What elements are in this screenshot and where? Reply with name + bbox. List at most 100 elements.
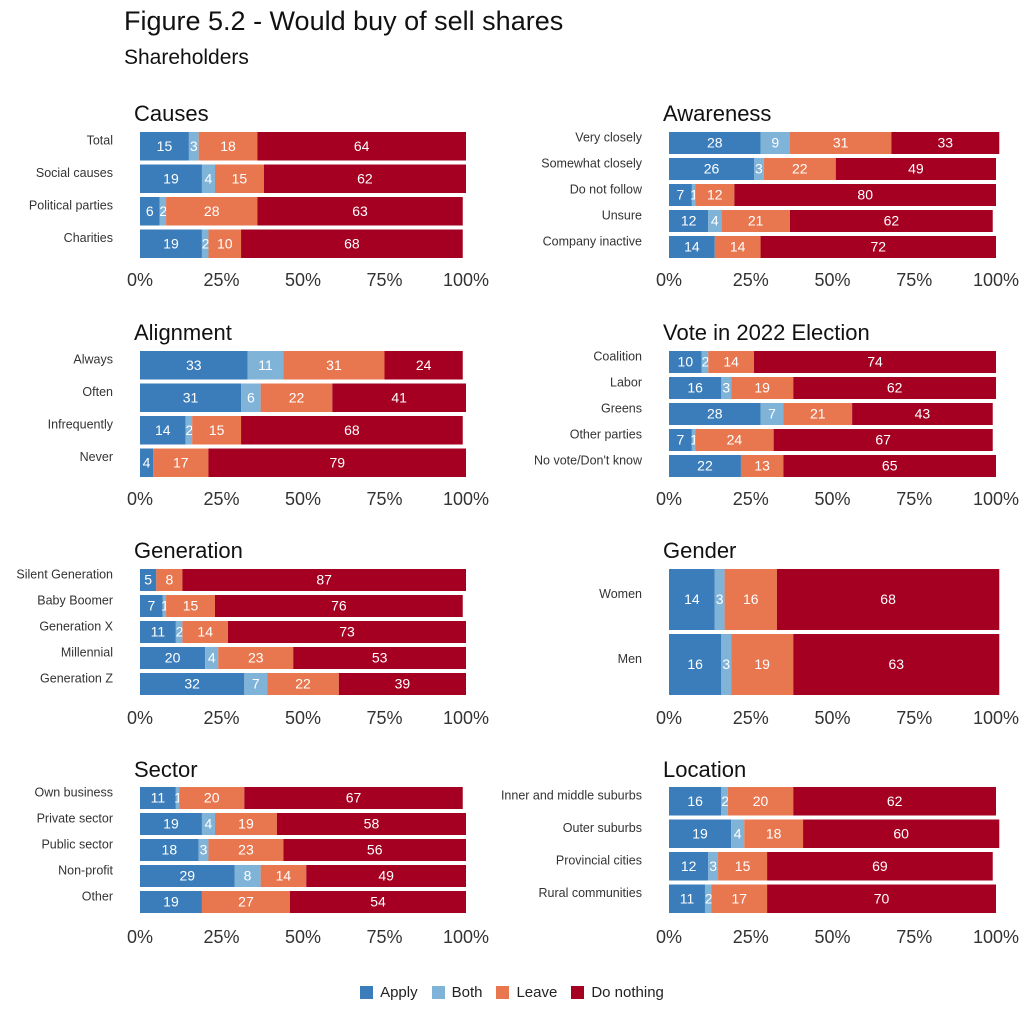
awareness-data-label-apply: 12 <box>681 213 697 229</box>
generation-data-label-leave: 15 <box>183 598 199 614</box>
location-x-tick-label: 0% <box>656 927 682 947</box>
alignment-bar-do-nothing <box>208 448 466 477</box>
generation-data-label-both: 7 <box>252 676 260 692</box>
awareness-bar-both <box>754 158 764 180</box>
vote-in-2022-election-bar-apply <box>669 455 741 477</box>
vote-in-2022-election-category-label: Labor <box>610 375 642 389</box>
generation-data-label-both: 4 <box>208 650 216 666</box>
generation-data-label-both: 2 <box>176 624 184 640</box>
alignment-bar-leave <box>192 416 242 445</box>
awareness-category-label: Unsure <box>602 208 642 222</box>
generation-x-tick-label: 75% <box>366 708 402 728</box>
sector-x-tick-label: 0% <box>127 927 153 947</box>
causes-x-tick-label: 0% <box>127 270 153 290</box>
sector-data-label-do-nothing: 58 <box>364 816 380 832</box>
alignment-data-label-leave: 22 <box>289 389 305 405</box>
alignment-data-label-apply: 14 <box>155 422 171 438</box>
causes-data-label-apply: 19 <box>163 170 179 186</box>
generation-data-label-both: 1 <box>161 598 169 614</box>
awareness-data-label-do-nothing: 33 <box>938 135 954 151</box>
sector-data-label-do-nothing: 56 <box>367 842 383 858</box>
alignment-bar-do-nothing <box>332 383 466 412</box>
alignment-bar-do-nothing <box>384 351 463 380</box>
vote-in-2022-election-x-tick-label: 75% <box>896 489 932 509</box>
location-data-label-apply: 11 <box>680 890 695 906</box>
causes-data-label-both: 4 <box>205 170 213 186</box>
vote-in-2022-election-bar-leave <box>731 377 794 399</box>
generation-bar-apply <box>140 621 176 643</box>
alignment-bar-both <box>241 383 261 412</box>
location-data-label-do-nothing: 62 <box>887 793 903 809</box>
sector-data-label-leave: 19 <box>238 816 254 832</box>
generation-bar-do-nothing <box>182 569 466 591</box>
gender-bar-do-nothing <box>793 634 1000 695</box>
sector-bar-do-nothing <box>289 891 466 913</box>
generation-data-label-do-nothing: 73 <box>339 624 355 640</box>
vote-in-2022-election-bar-apply <box>669 377 722 399</box>
vote-in-2022-election-bar-both <box>701 351 709 373</box>
generation-data-label-do-nothing: 39 <box>395 676 411 692</box>
location-category-label: Rural communities <box>538 886 642 900</box>
awareness-bar-apply <box>669 158 755 180</box>
sector-bar-apply <box>140 891 202 913</box>
location-x-tick-label: 50% <box>814 927 850 947</box>
vote-in-2022-election-data-label-do-nothing: 62 <box>887 380 903 396</box>
causes-category-label: Total <box>87 134 113 148</box>
generation-bar-both <box>175 621 183 643</box>
vote-in-2022-election-data-label-apply: 28 <box>707 406 723 422</box>
causes-bar-apply <box>140 197 160 226</box>
awareness-data-label-leave: 22 <box>792 161 808 177</box>
causes-x-tick-label: 25% <box>203 270 239 290</box>
sector-x-tick-label: 100% <box>443 927 489 947</box>
sector-bar-leave <box>208 839 284 861</box>
alignment-data-label-do-nothing: 79 <box>329 454 345 470</box>
location-data-label-leave: 17 <box>732 890 748 906</box>
sector-category-label: Non-profit <box>58 863 113 877</box>
sector-x-tick-label: 50% <box>285 927 321 947</box>
causes-bar-both <box>188 132 199 161</box>
gender-title: Gender <box>663 538 736 563</box>
causes-category-label: Charities <box>64 231 113 245</box>
vote-in-2022-election-data-label-do-nothing: 65 <box>882 458 898 474</box>
awareness-data-label-both: 4 <box>711 213 719 229</box>
generation-title: Generation <box>134 538 243 563</box>
generation-data-label-leave: 23 <box>248 650 264 666</box>
sector-bar-leave <box>179 787 245 809</box>
sector-data-label-apply: 19 <box>163 816 179 832</box>
awareness-x-tick-label: 75% <box>896 270 932 290</box>
sector-bar-both <box>201 813 215 835</box>
alignment-bar-do-nothing <box>241 416 463 445</box>
generation-data-label-leave: 8 <box>165 572 173 588</box>
vote-in-2022-election-data-label-apply: 10 <box>678 354 694 370</box>
sector-bar-leave <box>214 813 277 835</box>
awareness-data-label-apply: 14 <box>684 239 700 255</box>
vote-in-2022-election-data-label-both: 1 <box>690 432 698 448</box>
location-bar-apply <box>669 787 722 816</box>
vote-in-2022-election-data-label-both: 2 <box>702 354 710 370</box>
sector-title: Sector <box>134 757 198 782</box>
gender-x-tick-label: 50% <box>814 708 850 728</box>
causes-data-label-leave: 28 <box>204 203 220 219</box>
causes-bar-apply <box>140 132 189 161</box>
alignment-data-label-leave: 31 <box>326 357 342 373</box>
location-category-label: Provincial cities <box>556 854 642 868</box>
alignment-data-label-both: 6 <box>247 389 255 405</box>
alignment-bar-leave <box>153 448 209 477</box>
sector-bar-do-nothing <box>276 813 466 835</box>
causes-data-label-leave: 18 <box>220 138 236 154</box>
alignment-data-label-do-nothing: 68 <box>344 422 360 438</box>
vote-in-2022-election-bar-leave <box>708 351 755 373</box>
legend-swatch-do-nothing <box>571 986 585 999</box>
location-data-label-do-nothing: 70 <box>874 890 890 906</box>
awareness-data-label-leave: 31 <box>833 135 849 151</box>
alignment-data-label-do-nothing: 41 <box>391 389 407 405</box>
gender-bar-do-nothing <box>776 569 1000 630</box>
vote-in-2022-election-data-label-apply: 16 <box>687 380 703 396</box>
awareness-bar-do-nothing <box>734 184 996 206</box>
vote-in-2022-election-bar-leave <box>740 455 784 477</box>
awareness-data-label-apply: 7 <box>677 187 685 203</box>
causes-data-label-apply: 19 <box>163 235 179 251</box>
location-bar-do-nothing <box>803 819 1000 848</box>
alignment-x-tick-label: 50% <box>285 489 321 509</box>
sector-data-label-both: 1 <box>174 790 182 806</box>
